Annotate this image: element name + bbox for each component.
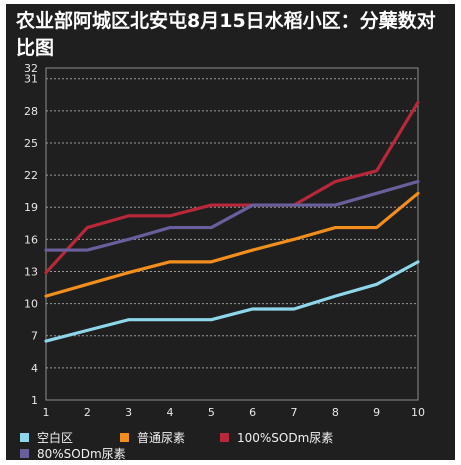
y-tick-label: 32 <box>24 62 38 75</box>
x-tick-label: 5 <box>208 406 215 419</box>
legend-swatch <box>20 432 29 442</box>
legend-swatch <box>220 432 229 442</box>
y-tick-label: 25 <box>24 137 38 150</box>
series-line-1 <box>44 260 420 343</box>
legend-label: 100%SODm尿素 <box>237 430 334 445</box>
x-tick-label: 10 <box>411 406 425 419</box>
x-tick-label: 4 <box>167 406 174 419</box>
y-tick-label: 4 <box>31 362 38 375</box>
y-tick-label: 31 <box>24 73 38 86</box>
chart-title: 农业部阿城区北安屯8月15日水稻小区：分蘖数对比图 <box>16 10 436 59</box>
plot-frame <box>45 67 419 401</box>
y-tick-label: 22 <box>24 169 38 182</box>
x-tick-label: 7 <box>291 406 298 419</box>
legend-label: 空白区 <box>37 430 74 445</box>
y-tick-label: 28 <box>24 105 38 118</box>
legend-swatch <box>120 432 129 442</box>
y-tick-label: 13 <box>24 265 38 278</box>
legend-item: 普通尿素 <box>120 430 186 445</box>
chart-card: 农业部阿城区北安屯8月15日水稻小区：分蘖数对比图 1 4 7 10 13 16 19 22 2… <box>6 4 455 461</box>
y-tick-label: 16 <box>24 233 38 246</box>
y-tick-label: 7 <box>31 330 38 343</box>
y-tick-label: 1 <box>31 394 38 407</box>
x-tick-label: 6 <box>249 406 256 419</box>
legend-item: 空白区 <box>20 430 74 445</box>
legend-item: 80%SODm尿素 <box>20 446 126 461</box>
x-tick-label: 8 <box>332 406 339 419</box>
legend-label: 80%SODm尿素 <box>37 446 126 461</box>
series-line-2 <box>44 191 420 298</box>
series-line-3 <box>44 100 420 275</box>
legend-item: 100%SODm尿素 <box>220 430 334 445</box>
series-line-4 <box>44 179 420 252</box>
legend-swatch <box>20 448 29 458</box>
legend-label: 普通尿素 <box>137 430 186 445</box>
y-tick-label: 19 <box>24 201 38 214</box>
x-tick-label: 9 <box>373 406 380 419</box>
x-tick-label: 2 <box>84 406 91 419</box>
x-tick-label: 3 <box>125 406 132 419</box>
x-tick-label: 1 <box>43 406 50 419</box>
y-tick-label: 10 <box>24 298 38 311</box>
